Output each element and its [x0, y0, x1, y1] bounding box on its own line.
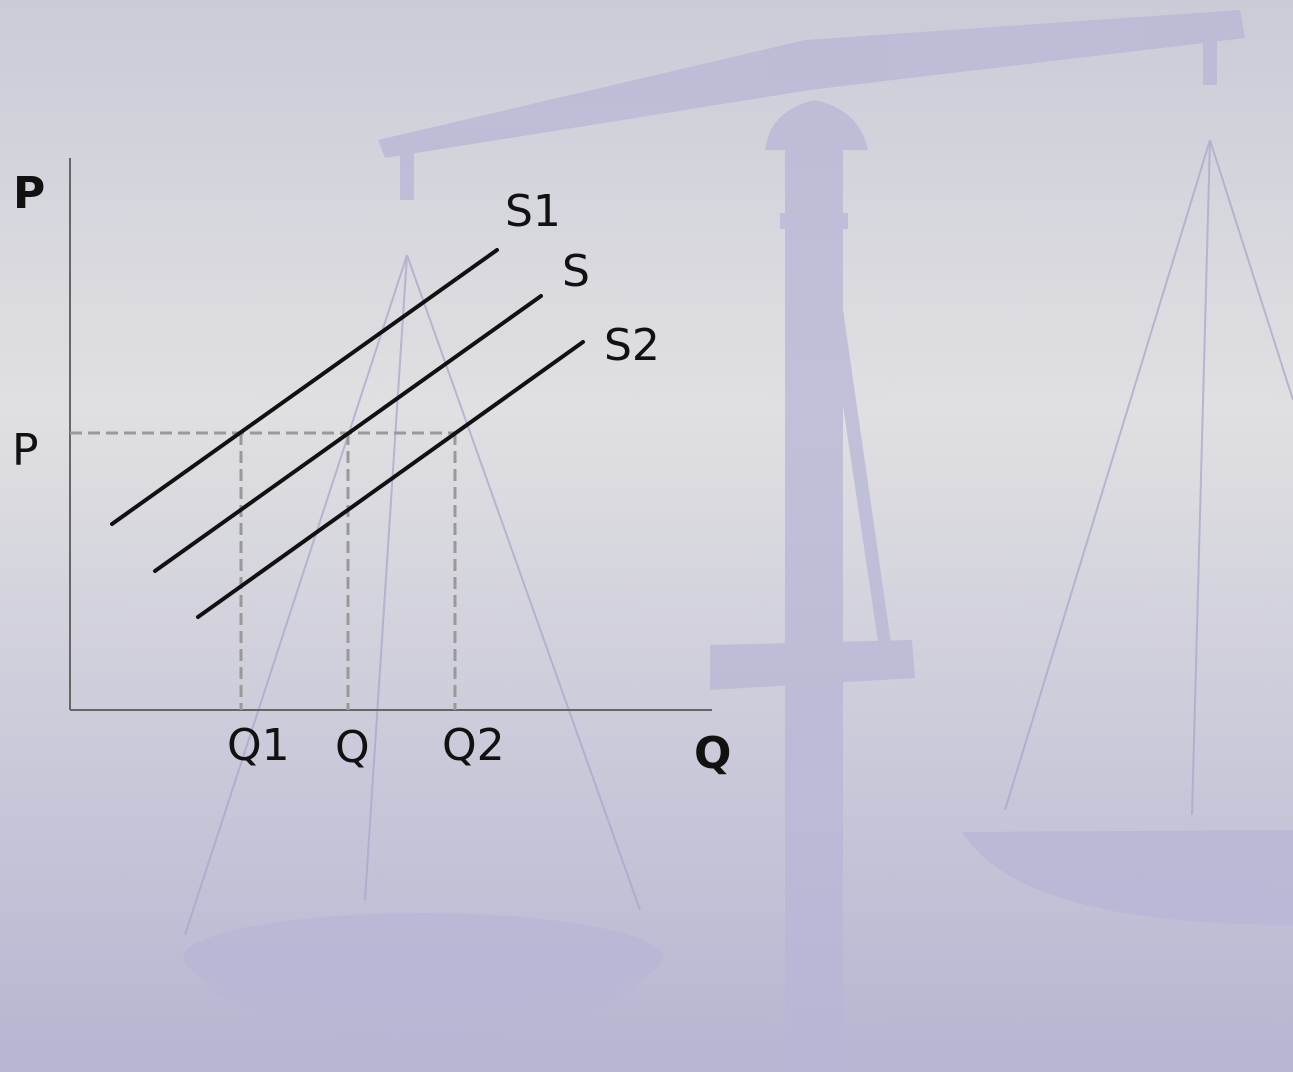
supply-curve	[110, 248, 499, 526]
quantity-label: Q1	[227, 720, 290, 771]
quantity-label: Q	[335, 722, 370, 773]
diagram: P Q P Q1 Q Q2 S1 S S2	[12, 158, 731, 779]
curve-label: S1	[505, 186, 561, 237]
guide-lines	[70, 431, 457, 710]
curve-label: S	[562, 246, 590, 297]
quantity-label: Q2	[442, 720, 505, 771]
scale-illustration	[183, 10, 1293, 1072]
x-axis-label: Q	[694, 728, 731, 779]
supply-curve	[153, 294, 543, 573]
y-axis-label: P	[13, 168, 45, 219]
supply-curve	[196, 340, 585, 619]
supply-curves	[110, 248, 585, 619]
curve-label: S2	[604, 320, 660, 371]
price-label: P	[12, 425, 39, 476]
